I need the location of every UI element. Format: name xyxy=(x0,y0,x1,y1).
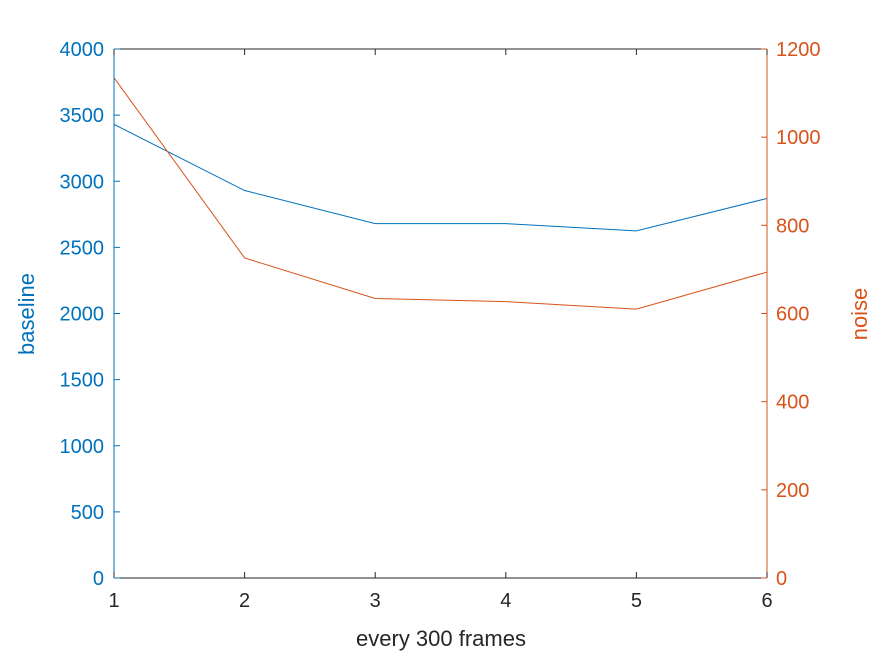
left-tick-label: 1500 xyxy=(60,370,105,392)
left-tick-label: 2500 xyxy=(60,237,105,259)
left-tick-label: 0 xyxy=(93,568,104,590)
left-tick-label: 500 xyxy=(71,502,104,524)
right-tick-label: 800 xyxy=(776,215,809,237)
plot-area xyxy=(114,49,767,578)
noise-series-line xyxy=(113,77,768,310)
left-axis-title: baseline xyxy=(14,273,39,355)
left-tick-label: 4000 xyxy=(60,39,105,61)
right-tick-label: 200 xyxy=(776,480,809,502)
left-tick-label: 1000 xyxy=(60,436,105,458)
baseline-series-line xyxy=(113,123,768,232)
right-tick-label: 1000 xyxy=(776,127,821,149)
x-tick-label: 1 xyxy=(108,590,119,612)
x-axis-title: every 300 frames xyxy=(356,626,526,651)
x-tick-label: 5 xyxy=(631,590,642,612)
x-tick-label: 4 xyxy=(500,590,511,612)
right-tick-label: 400 xyxy=(776,392,809,414)
x-tick-label: 3 xyxy=(370,590,381,612)
x-tick-label: 6 xyxy=(761,590,772,612)
right-tick-label: 0 xyxy=(776,568,787,590)
series-layer xyxy=(113,77,768,310)
right-tick-label: 600 xyxy=(776,304,809,326)
x-tick-label: 2 xyxy=(239,590,250,612)
right-axis-title: noise xyxy=(847,288,872,341)
left-tick-label: 3500 xyxy=(60,105,105,127)
plot-background xyxy=(114,49,767,578)
left-tick-label: 2000 xyxy=(60,304,105,326)
ticks-layer: 1 2 3 4 5 60500100015002000250030003500400002… xyxy=(60,39,821,612)
left-tick-label: 3000 xyxy=(60,171,105,193)
right-tick-label: 1200 xyxy=(776,39,821,61)
